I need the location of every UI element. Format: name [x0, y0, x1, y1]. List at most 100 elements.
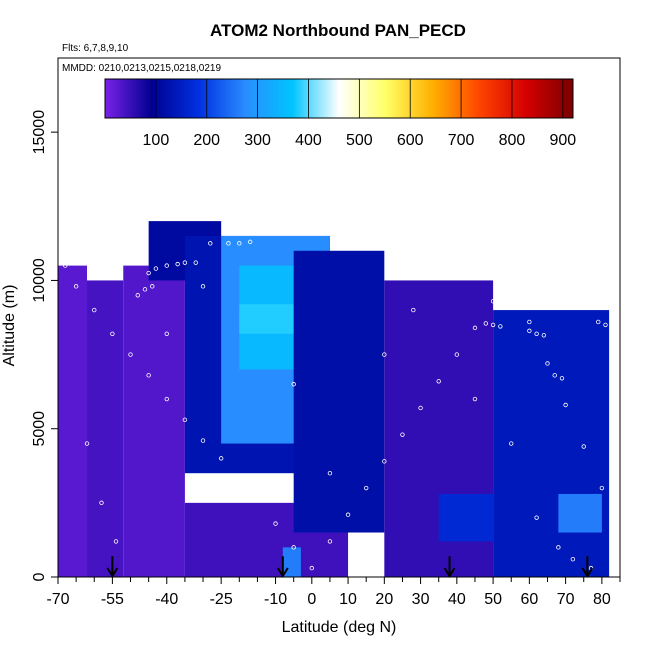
track-point: [164, 263, 169, 268]
track-point: [563, 290, 568, 295]
track-point: [534, 331, 539, 337]
x-tick-label: 20: [375, 591, 393, 608]
track-point: [451, 248, 456, 253]
y-tick-label: 15000: [31, 110, 48, 155]
track-point: [291, 382, 296, 387]
track-point: [175, 261, 180, 267]
track-point: [128, 352, 133, 357]
track-point: [135, 218, 140, 224]
heat-cell: [123, 265, 185, 577]
flight-track-markers: [63, 218, 608, 571]
track-point: [483, 321, 489, 326]
track-point: [208, 241, 213, 246]
track-point: [146, 373, 151, 378]
x-tick-label: -40: [155, 591, 178, 608]
track-point: [121, 221, 126, 227]
x-tick-label: 60: [520, 591, 538, 608]
track-point: [472, 396, 478, 402]
track-point: [200, 284, 206, 289]
track-point: [135, 293, 140, 298]
colorbar-tick-label: 500: [346, 132, 373, 149]
track-point: [556, 545, 561, 550]
track-point: [193, 260, 198, 265]
x-axis-label: Latitude (deg N): [282, 619, 397, 636]
down-arrow-icon: [276, 556, 289, 578]
track-point: [164, 331, 169, 337]
heat-cell: [293, 250, 385, 533]
track-point: [309, 565, 315, 571]
flights-label: Flts: 6,7,8,9,10: [62, 43, 129, 54]
track-point: [509, 284, 514, 289]
track-point: [490, 298, 496, 304]
track-point: [327, 539, 333, 544]
track-point: [182, 260, 188, 265]
track-point: [84, 441, 90, 446]
colorbar-tick-label: 700: [448, 132, 475, 149]
track-point: [382, 459, 387, 464]
x-tick-label: 70: [557, 591, 575, 608]
track-point: [570, 293, 576, 298]
track-point: [345, 512, 351, 517]
track-point: [534, 515, 539, 520]
track-point: [92, 307, 97, 313]
track-point: [153, 266, 159, 271]
track-point: [73, 284, 79, 289]
x-axis: -70 -55 -40 -25 -10 0 10 20 30 40 50 60 70 80: [46, 577, 621, 608]
colorbar: 100 200 300 400 500 600 700 800 900: [104, 78, 576, 149]
colorbar-tick-label: 600: [397, 132, 424, 149]
track-point: [218, 456, 224, 461]
track-point: [273, 521, 278, 526]
x-tick-label: 40: [448, 591, 466, 608]
track-point: [418, 405, 423, 411]
track-point: [490, 322, 496, 328]
dates-label: MMDD: 0210,0213,0215,0218,0219: [62, 63, 221, 74]
y-axis: 0 5000 10000 15000: [31, 110, 58, 581]
track-point: [255, 497, 260, 503]
track-point: [273, 220, 278, 225]
x-tick-label: -55: [101, 591, 124, 608]
arrow-markers: [106, 556, 594, 578]
x-tick-label: 50: [484, 591, 502, 608]
down-arrow-icon: [443, 556, 456, 578]
track-point: [563, 402, 568, 408]
colorbar-tick-label: 400: [295, 132, 322, 149]
track-point: [570, 557, 576, 562]
track-point: [237, 476, 242, 482]
track-point: [472, 325, 478, 331]
track-point: [200, 438, 206, 443]
y-tick-label: 10000: [31, 258, 48, 303]
track-point: [454, 352, 460, 357]
track-point: [327, 471, 333, 476]
colorbar-tick-label: 100: [143, 132, 170, 149]
track-point: [581, 444, 586, 449]
heat-cell: [58, 265, 88, 577]
track-point: [411, 307, 416, 313]
track-point: [581, 293, 586, 298]
heat-cell: [493, 310, 610, 577]
x-tick-label: 0: [307, 591, 316, 608]
down-arrow-icon: [581, 556, 594, 578]
track-point: [128, 220, 133, 225]
track-point: [258, 221, 264, 227]
y-tick-label: 0: [31, 572, 48, 581]
heat-cell: [438, 493, 494, 542]
x-tick-label: 10: [339, 591, 357, 608]
plot-frame: [57, 57, 621, 578]
y-tick-label: 5000: [31, 411, 48, 447]
track-point: [363, 485, 369, 491]
track-point: [150, 284, 155, 289]
track-point: [436, 379, 441, 384]
track-point: [291, 545, 296, 550]
colorbar-tick-label: 800: [499, 132, 526, 149]
track-point: [498, 324, 503, 329]
track-point: [142, 287, 148, 292]
x-tick-label: -70: [46, 591, 69, 608]
track-point: [527, 319, 532, 325]
colorbar-tick-label: 300: [244, 132, 271, 149]
track-point: [599, 485, 605, 491]
track-point: [110, 331, 115, 337]
track-point: [63, 263, 68, 268]
track-point: [182, 417, 188, 423]
track-point: [509, 441, 514, 446]
